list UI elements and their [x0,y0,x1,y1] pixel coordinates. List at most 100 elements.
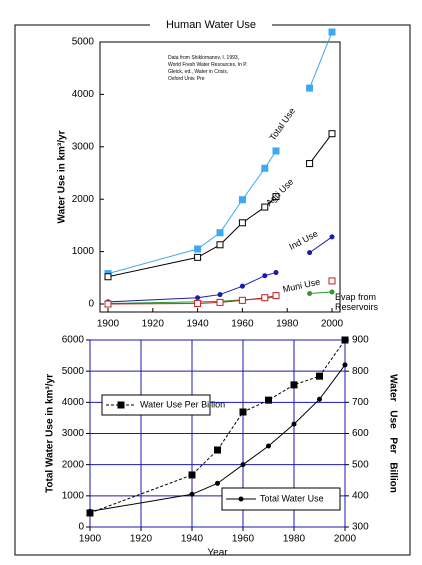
y-tick-label: 1000 [72,246,95,257]
legend-label: Total Water Use [260,493,324,503]
y-tick-label: 1000 [62,490,85,501]
point [262,273,268,279]
note-line: Data from Shiklomanov, I. 1993, [168,55,239,61]
x-tick-label: 1920 [142,319,165,330]
x-tick-label: 1940 [181,534,204,545]
x-tick-label: 1900 [97,319,120,330]
point [316,372,323,380]
y-tick-label: 4000 [72,89,95,100]
point [342,362,348,368]
y-tick-label: 0 [78,522,84,533]
point [239,408,247,416]
y2-tick-label: 600 [352,428,369,439]
point [216,298,224,306]
x-tick-label: 1920 [130,534,153,545]
point [329,289,335,295]
point [291,421,297,427]
point [329,234,335,240]
y-axis-label: Water Use in km³/yr [57,130,68,223]
x-tick-label: 1900 [79,534,102,545]
y2-tick-label: 500 [352,459,369,470]
point [272,193,280,201]
series-line [89,364,346,512]
point [266,443,271,449]
series-label: Agri Use [264,177,295,208]
y2-tick-label: 300 [352,522,369,533]
point [317,396,322,402]
point [195,295,201,301]
y-tick-label: 3000 [72,141,95,152]
y2-tick-label: 900 [352,335,369,346]
legend-marker [238,496,244,502]
note-line: World Fresh Water Resources, In P. [168,62,247,68]
point [240,462,246,468]
point [307,291,313,297]
point [273,270,279,276]
legend-box [221,487,341,511]
point [104,300,112,308]
point [188,471,196,479]
point [216,229,224,237]
series-label: Total Use [267,106,297,142]
x-tick-label: 1980 [276,319,299,330]
y-tick-label: 2000 [62,459,85,470]
frame [14,24,411,556]
y-axis-label: Total Water Use in km³/yr [45,374,56,493]
point [328,28,336,36]
series-label: Evap from Reservoirs [335,292,379,312]
series-label: Ind Use [287,228,319,251]
x-tick-label: 1960 [231,319,254,330]
x-tick-label: 1960 [232,534,255,545]
y2-tick-label: 800 [352,366,369,377]
y-tick-label: 2000 [72,194,95,205]
x-axis-label: Year [207,548,228,559]
point [238,296,246,304]
point [194,299,202,307]
y2-tick-label: 700 [352,397,369,408]
series-line [107,133,333,278]
point [272,292,280,300]
point [261,164,269,172]
point [217,292,223,298]
point [238,196,246,204]
series-line [89,339,346,514]
y-tick-label: 3000 [62,428,85,439]
point [239,283,245,289]
legend-marker [117,401,125,409]
source-note: Data from Shiklomanov, I. 1993, World Fre… [168,55,247,82]
y-tick-label: 0 [88,299,94,310]
title-bg [150,18,272,32]
point [261,203,269,211]
point [290,381,298,389]
point [189,491,195,497]
point [265,396,272,404]
point [215,480,220,486]
point [238,219,246,227]
point [328,130,336,138]
y-tick-label: 5000 [62,366,85,377]
x-tick-label: 2000 [321,319,344,330]
series-label-line: Evap from [335,292,376,302]
note-line: Gleick, ed., Water in Crisis, [168,69,228,75]
y2-tick-label: 400 [352,490,369,501]
point [87,508,93,514]
y-tick-label: 5000 [72,37,95,48]
point [194,245,202,253]
y-tick-label: 6000 [62,335,85,346]
x-tick-label: 1980 [283,534,306,545]
point [328,277,336,285]
note-line: Oxford Univ. Pre [168,76,205,82]
y2-axis-label: Water Use Per Billion [387,374,398,493]
point [306,84,314,92]
page-title: Human Water Use [166,19,256,31]
plot-area [99,41,341,313]
series-label: Muni Use [282,277,321,295]
y-tick-label: 4000 [62,397,85,408]
point [214,446,221,454]
legend-label: Water Use Per Billion [140,399,225,409]
point [306,160,314,168]
point [194,253,202,261]
x-tick-label: 1940 [186,319,209,330]
point [272,147,280,155]
